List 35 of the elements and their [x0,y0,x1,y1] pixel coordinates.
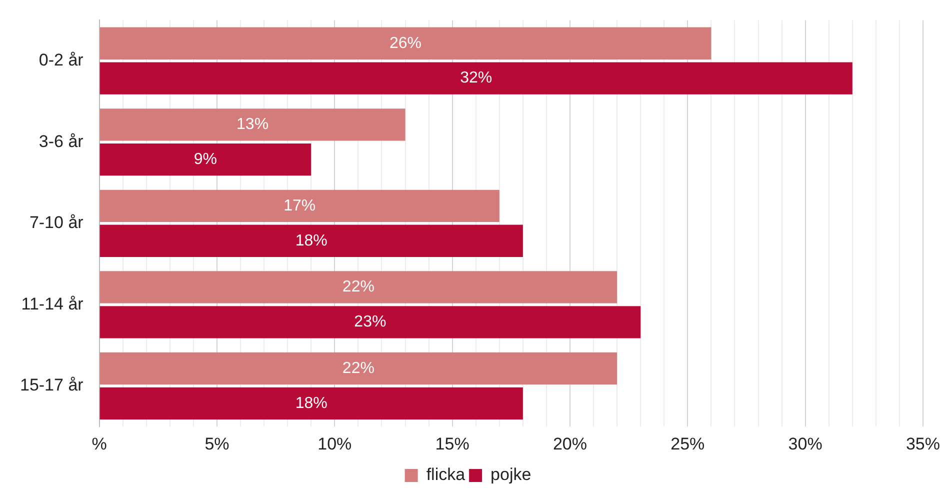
data-label: 9% [194,151,218,168]
y-tick-label: 7-10 år [29,213,84,232]
x-tick-label: 35% [906,434,940,454]
legend-label: flicka [426,465,466,484]
bar [100,108,406,141]
data-label: 18% [295,232,328,250]
x-tick-label: 20% [552,434,587,454]
data-label: 32% [460,70,492,87]
bar [100,27,712,60]
bar [100,62,852,94]
y-tick-label: 0-2 år [38,50,84,70]
data-label: 13% [236,116,269,134]
y-tick-label: 11-14 år [21,294,84,314]
x-tick-label: % [92,434,107,454]
y-tick-label: 15-17 år [20,376,84,395]
data-label: 22% [342,278,374,296]
x-tick-label: 30% [788,434,822,454]
bar [100,387,523,420]
legend-label: pojke [490,465,532,484]
bar [100,352,618,385]
x-tick-label: 10% [318,434,352,454]
data-label: 17% [284,197,316,214]
x-tick-label: 15% [435,434,470,454]
y-tick-label: 3-6 år [38,132,84,151]
bar [100,271,618,304]
x-tick-label: 25% [670,434,705,454]
data-label: 26% [389,34,422,52]
data-label: 22% [342,360,374,377]
bar [100,144,312,176]
data-label: 23% [354,314,386,331]
data-label: 18% [295,394,328,412]
bar [100,224,523,257]
bar [100,306,641,338]
x-tick-label: 5% [204,434,230,454]
bar [100,190,500,222]
